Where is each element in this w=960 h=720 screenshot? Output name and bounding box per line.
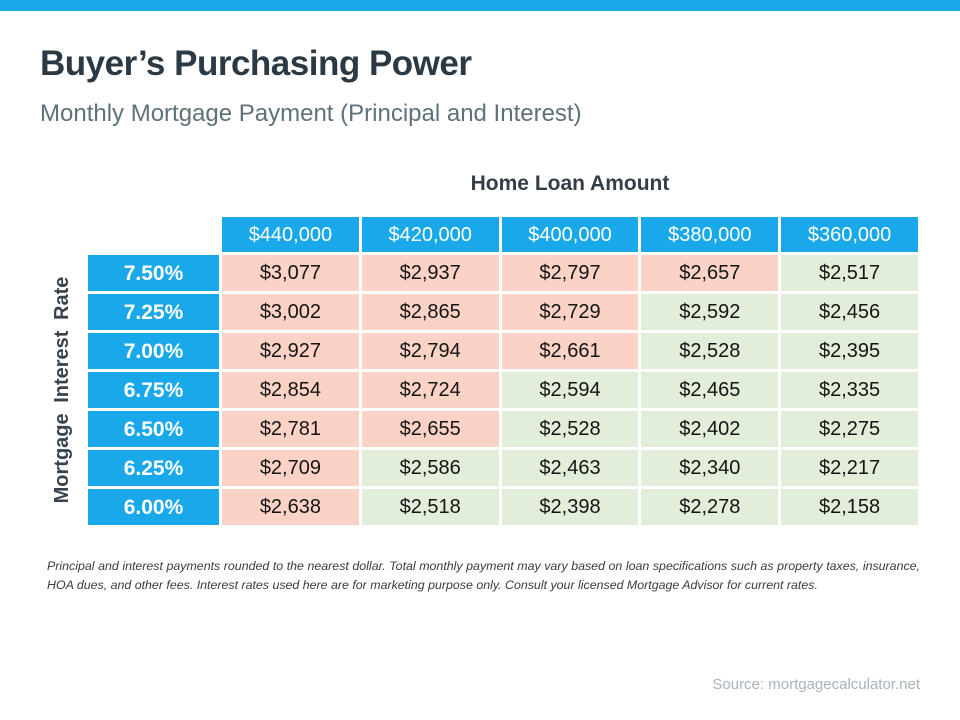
payment-cell: $2,517 — [781, 255, 918, 291]
payment-cell: $2,402 — [641, 411, 779, 447]
payment-cell: $2,594 — [501, 372, 639, 408]
payment-cell: $2,865 — [361, 294, 499, 330]
payment-cell: $2,797 — [501, 255, 639, 291]
loan-amount-header: $400,000 — [501, 217, 639, 252]
payment-cell: $2,463 — [501, 450, 639, 486]
loan-amount-header: $440,000 — [222, 217, 359, 252]
payment-cell: $2,657 — [641, 255, 779, 291]
payment-cell: $2,335 — [781, 372, 918, 408]
payment-cell: $2,729 — [501, 294, 639, 330]
payment-cell: $2,638 — [222, 489, 359, 525]
disclaimer-text: Principal and interest payments rounded … — [47, 559, 920, 593]
interest-rate-cell: 7.00% — [88, 333, 219, 369]
payment-cell: $2,456 — [781, 294, 918, 330]
column-axis-label: Home Loan Amount — [470, 172, 670, 195]
interest-rate-cell: 6.00% — [88, 489, 219, 525]
table-corner-spacer — [88, 217, 219, 252]
payment-cell: $2,592 — [641, 294, 779, 330]
payment-cell: $2,528 — [641, 333, 779, 369]
interest-rate-cell: 6.25% — [88, 450, 219, 486]
interest-rate-cell: 6.50% — [88, 411, 219, 447]
payment-cell: $2,937 — [361, 255, 499, 291]
payment-cell: $2,661 — [501, 333, 639, 369]
payment-cell: $2,709 — [222, 450, 359, 486]
payment-cell: $2,724 — [361, 372, 499, 408]
loan-amount-header: $380,000 — [641, 217, 779, 252]
payment-cell: $2,854 — [222, 372, 359, 408]
payment-cell: $2,158 — [781, 489, 918, 525]
payment-cell: $2,398 — [501, 489, 639, 525]
page-title: Buyer’s Purchasing Power — [40, 44, 472, 83]
payment-cell: $2,518 — [361, 489, 499, 525]
loan-amount-header: $360,000 — [781, 217, 918, 252]
payment-cell: $2,217 — [781, 450, 918, 486]
payment-cell: $2,340 — [641, 450, 779, 486]
source-attribution: Source: mortgagecalculator.net — [712, 676, 920, 693]
top-accent-bar — [0, 0, 960, 11]
payment-cell: $2,781 — [222, 411, 359, 447]
payment-cell: $2,927 — [222, 333, 359, 369]
payment-cell: $2,465 — [641, 372, 779, 408]
loan-amount-header: $420,000 — [361, 217, 499, 252]
payment-cell: $2,586 — [361, 450, 499, 486]
payment-table: $440,000 $420,000 $400,000 $380,000 $360,000… — [88, 217, 918, 525]
interest-rate-cell: 7.25% — [88, 294, 219, 330]
payment-cell: $2,278 — [641, 489, 779, 525]
payment-cell: $3,077 — [222, 255, 359, 291]
payment-cell: $2,655 — [361, 411, 499, 447]
row-axis-label: Mortgage Interest Rate — [50, 276, 73, 504]
payment-cell: $2,395 — [781, 333, 918, 369]
payment-cell: $2,275 — [781, 411, 918, 447]
page-subtitle: Monthly Mortgage Payment (Principal and … — [40, 100, 582, 127]
interest-rate-cell: 7.50% — [88, 255, 219, 291]
payment-cell: $2,794 — [361, 333, 499, 369]
payment-cell: $3,002 — [222, 294, 359, 330]
payment-cell: $2,528 — [501, 411, 639, 447]
interest-rate-cell: 6.75% — [88, 372, 219, 408]
